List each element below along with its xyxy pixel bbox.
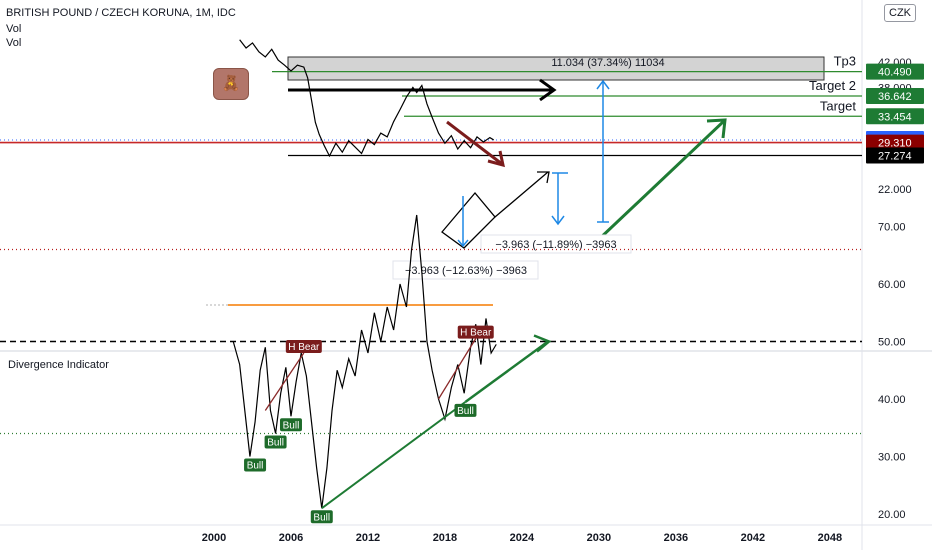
time-tick-label-8: 2048 bbox=[818, 532, 842, 544]
signal-label-4: Bull bbox=[457, 406, 474, 417]
indicator-series-line bbox=[232, 214, 497, 509]
signal-badge-4 bbox=[454, 403, 477, 417]
level-name-0: Tp3 bbox=[834, 54, 856, 69]
indicator-tick-label-2: 40.00 bbox=[878, 394, 906, 406]
signal-badge-5 bbox=[285, 340, 322, 353]
signal-label-2: Bull bbox=[283, 420, 300, 431]
indicator-tick-label-1: 30.00 bbox=[878, 452, 906, 464]
signal-label-0: Bull bbox=[247, 461, 264, 472]
time-tick-label-1: 2006 bbox=[279, 532, 303, 544]
volume-label-2: Vol bbox=[6, 37, 22, 49]
downtrend-arrow-head bbox=[487, 150, 505, 168]
level-name-2: Target bbox=[820, 98, 857, 113]
measure-label-diamond: −3.963 (−11.89%) −3963 bbox=[495, 239, 616, 251]
price-label-4: 29.310 bbox=[878, 138, 912, 150]
measure-label-drop: −3.963 (−12.63%) −3963 bbox=[405, 265, 527, 277]
measure-arrow-diamond-head bbox=[457, 239, 469, 248]
price-label-5: 27.274 bbox=[878, 151, 912, 163]
projection-arrow-line bbox=[594, 119, 726, 244]
measure-arrow-small-head bbox=[551, 215, 565, 226]
volume-label: Vol bbox=[6, 23, 22, 35]
time-tick-label-7: 2042 bbox=[741, 532, 765, 544]
indicator-tick-label-3: 50.00 bbox=[878, 337, 906, 349]
indicator-tick-label-5: 70.00 bbox=[878, 222, 906, 234]
price-label-box-1 bbox=[866, 88, 924, 105]
price-label-2: 33.454 bbox=[878, 111, 912, 123]
bull-divergence-line bbox=[321, 401, 467, 510]
currency-button[interactable]: CZK bbox=[884, 4, 916, 22]
time-tick-label-3: 2018 bbox=[433, 532, 457, 544]
signal-badge-6 bbox=[457, 325, 494, 339]
signal-badge-0 bbox=[244, 458, 267, 472]
projection-arrow-head bbox=[706, 118, 727, 139]
price-label-box-2 bbox=[866, 108, 924, 125]
price-label-0: 40.490 bbox=[878, 67, 912, 79]
signal-label-5: H Bear bbox=[288, 342, 320, 353]
price-label-box-0 bbox=[866, 63, 924, 80]
signal-label-1: Bull bbox=[267, 438, 284, 449]
price-label-box-5 bbox=[866, 147, 924, 164]
breakout-arrow-line bbox=[494, 171, 549, 218]
bear-divergence-line-1 bbox=[264, 352, 305, 411]
measure-box-diamond bbox=[480, 234, 632, 254]
indicator-trend-arrow-line bbox=[464, 340, 549, 403]
level-name-1: Target 2 bbox=[809, 78, 856, 93]
price-label-box-4 bbox=[866, 134, 924, 151]
price-tick-label-0: 22.000 bbox=[878, 184, 912, 196]
time-tick-label-5: 2030 bbox=[587, 532, 611, 544]
signal-badge-2 bbox=[279, 418, 302, 432]
measure-label-tp3: 11.034 (37.34%) 11034 bbox=[551, 57, 664, 69]
price-series-line bbox=[239, 39, 495, 158]
signal-badge-3 bbox=[310, 510, 333, 524]
time-tick-label-6: 2036 bbox=[664, 532, 688, 544]
indicator-tick-label-0: 20.00 bbox=[878, 509, 906, 521]
bear-divergence-line-2 bbox=[437, 338, 477, 400]
measure-box-drop bbox=[392, 260, 539, 280]
time-tick-label-2: 2012 bbox=[356, 532, 380, 544]
price-label-1: 36.642 bbox=[878, 91, 912, 103]
time-tick-label-4: 2024 bbox=[510, 532, 535, 544]
measure-arrow-large-head bbox=[596, 79, 610, 90]
symbol-title: BRITISH POUND / CZECH KORUNA, 1M, IDC bbox=[6, 7, 236, 19]
signal-badge-1 bbox=[264, 435, 287, 449]
downtrend-arrow-line bbox=[446, 120, 503, 166]
resistance-arrow-head bbox=[539, 78, 557, 102]
indicator-trend-arrow-head bbox=[533, 334, 552, 353]
teddy-bear-icon: 🧸 bbox=[213, 68, 249, 100]
indicator-tick-label-4: 60.00 bbox=[878, 279, 906, 291]
breakout-arrow-head bbox=[537, 171, 550, 184]
signal-label-6: H Bear bbox=[460, 328, 492, 339]
indicator-title: Divergence Indicator bbox=[8, 359, 109, 371]
signal-label-3: Bull bbox=[313, 512, 330, 523]
time-tick-label-0: 2000 bbox=[202, 532, 226, 544]
